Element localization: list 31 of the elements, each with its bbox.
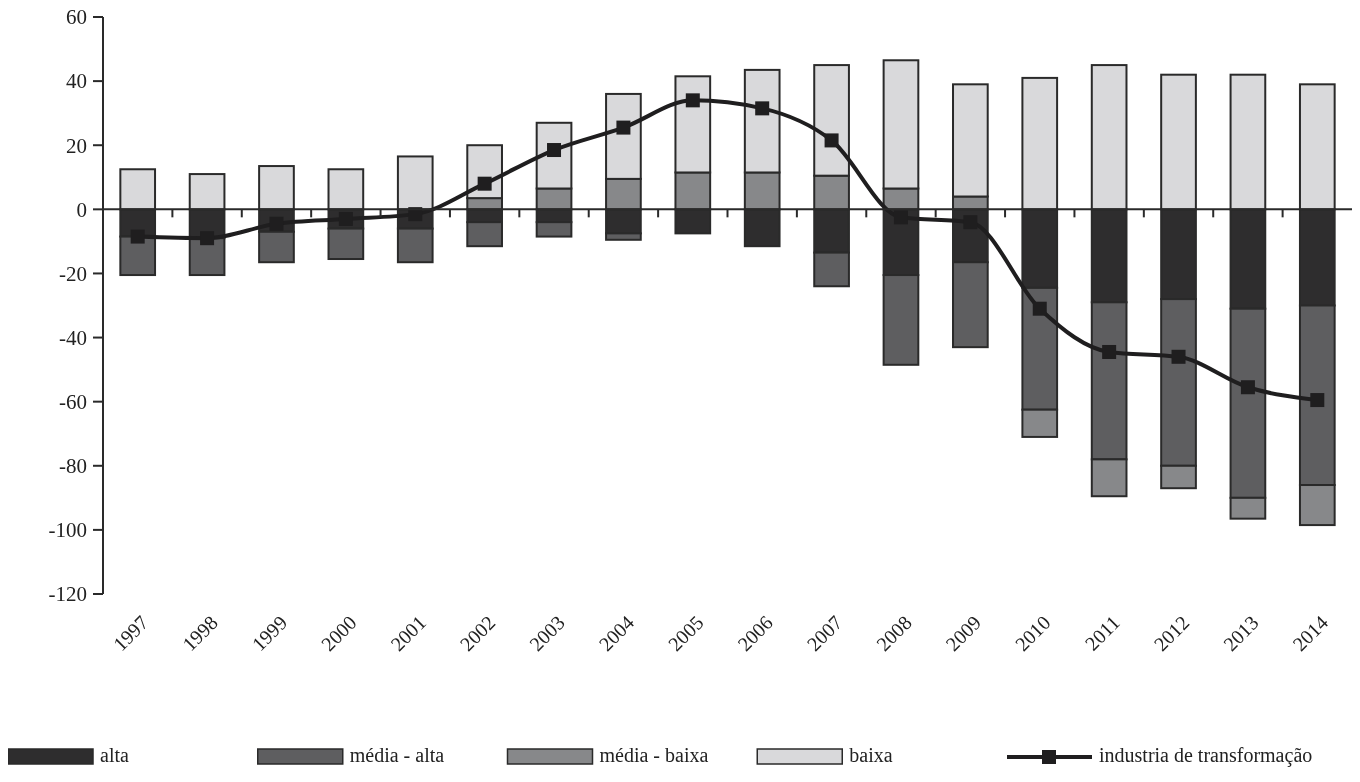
y-tick-label: -20: [59, 261, 87, 286]
y-tick-label: -120: [48, 582, 87, 607]
point: [1171, 349, 1186, 364]
legend-label: industria de transformação: [1099, 744, 1313, 767]
point: [685, 93, 700, 108]
x-tick-label: 2011: [1080, 611, 1124, 655]
point: [547, 143, 562, 158]
point: [130, 229, 145, 244]
y-tick-label: -100: [48, 518, 87, 543]
y-tick-label: 60: [66, 5, 87, 30]
point: [1032, 301, 1047, 316]
point: [1102, 344, 1117, 359]
y-tick-label: -40: [59, 325, 87, 350]
legend-label: baixa: [849, 744, 893, 766]
point: [477, 176, 492, 191]
legend-label: média - baixa: [599, 744, 709, 766]
legend-label: média - alta: [349, 744, 445, 766]
y-tick-label: 40: [66, 69, 87, 94]
x-tick-label: 1999: [247, 611, 292, 656]
legend-label: alta: [100, 744, 129, 766]
y-tick-label: 0: [76, 197, 87, 222]
x-tick-label: 1998: [178, 611, 222, 656]
point: [755, 101, 770, 116]
point: [1240, 380, 1255, 395]
y-tick-label: -80: [59, 454, 87, 479]
point: [824, 133, 839, 148]
y-tick-label: 20: [66, 133, 87, 158]
point: [616, 120, 631, 135]
point: [200, 231, 215, 246]
point: [1310, 393, 1325, 408]
y-tick-label: -60: [59, 390, 87, 415]
